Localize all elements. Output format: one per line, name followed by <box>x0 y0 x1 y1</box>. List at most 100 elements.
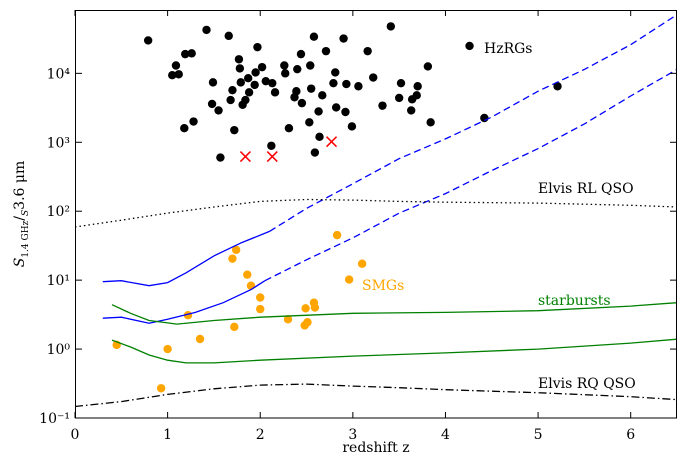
dot <box>341 107 350 117</box>
x-tick-label: 6 <box>626 427 635 443</box>
curve <box>269 14 677 232</box>
curve <box>111 338 677 364</box>
dot <box>195 334 205 344</box>
dot <box>310 303 320 312</box>
x-tick-label: 5 <box>534 427 543 443</box>
dot <box>423 62 433 71</box>
y-label-part: 3.6 μm <box>12 161 28 210</box>
dot <box>243 270 252 279</box>
dot <box>394 93 404 103</box>
dot <box>238 100 247 109</box>
dot <box>270 88 280 97</box>
dot <box>280 61 289 70</box>
y-label-part: / <box>12 216 28 221</box>
dot <box>332 230 342 240</box>
dot <box>171 61 181 70</box>
dot <box>230 322 239 332</box>
curve <box>75 383 677 408</box>
x-tick-label: 1 <box>163 427 172 443</box>
dot <box>406 106 416 115</box>
x-axis-label: redshift z <box>342 440 409 456</box>
x-tick-label: 0 <box>71 427 80 443</box>
curve <box>75 198 677 228</box>
dot <box>310 148 320 157</box>
dot <box>347 122 357 131</box>
dot <box>306 84 316 93</box>
dot <box>339 34 348 43</box>
dot <box>268 78 277 88</box>
dot <box>253 42 262 52</box>
dot <box>251 68 260 77</box>
annotation: HzRGs <box>484 41 533 57</box>
cross-point <box>266 151 278 163</box>
dot <box>480 113 489 123</box>
dot <box>293 64 302 74</box>
dot <box>156 384 166 393</box>
y-label-part: 1.4 GHz <box>21 220 31 257</box>
dot <box>369 73 378 82</box>
dot <box>230 125 239 135</box>
plot-area <box>75 14 677 408</box>
y-tick-label: 10² <box>47 204 70 220</box>
dot <box>228 254 237 263</box>
plot-frame <box>75 10 677 419</box>
dot <box>214 106 223 115</box>
dot <box>231 245 241 255</box>
dot <box>378 101 387 110</box>
dot <box>331 68 340 77</box>
dot <box>208 78 218 87</box>
dot <box>246 281 256 290</box>
y-tick-label: 10¹ <box>47 273 70 289</box>
dot <box>342 79 351 89</box>
dot <box>236 78 245 87</box>
dot <box>180 124 189 133</box>
dot <box>168 71 177 80</box>
y-axis-label: S1.4 GHz/S3.6 μm <box>12 161 31 268</box>
y-tick-label: 10³ <box>47 135 70 151</box>
dot <box>207 99 217 109</box>
dot <box>354 82 363 91</box>
dot <box>267 141 276 150</box>
dot <box>256 293 265 302</box>
dot <box>301 304 310 313</box>
dot <box>187 49 196 58</box>
dot <box>413 82 422 91</box>
dot <box>261 76 270 86</box>
dot <box>309 32 319 41</box>
dot <box>553 82 562 91</box>
annotation: SMGs <box>362 278 404 294</box>
dot <box>465 41 474 51</box>
dot <box>321 46 331 56</box>
dot <box>363 46 372 56</box>
y-label-part: S <box>12 258 28 268</box>
dot <box>244 88 254 97</box>
dot <box>181 49 190 59</box>
dot <box>284 124 294 133</box>
dot <box>216 153 225 162</box>
dot <box>318 91 327 100</box>
x-tick-label: 4 <box>441 427 450 443</box>
dot <box>228 85 237 95</box>
dot <box>250 80 259 90</box>
dot <box>305 118 314 127</box>
curve <box>102 280 266 324</box>
annotation: Elvis RQ QSO <box>538 376 636 392</box>
dot <box>331 103 341 112</box>
dot <box>296 49 306 59</box>
dot <box>256 304 265 314</box>
dot <box>344 275 354 284</box>
dot <box>281 69 290 78</box>
dot <box>189 117 198 126</box>
y-tick-label: 10⁰ <box>47 342 71 358</box>
y-label-part: S <box>21 210 31 216</box>
curve <box>111 302 677 325</box>
dot <box>235 64 245 73</box>
curve <box>102 230 270 287</box>
dot <box>315 132 324 142</box>
dot <box>300 321 309 330</box>
cross-point <box>239 151 251 163</box>
dot <box>396 78 406 88</box>
y-tick-label: 10⁴ <box>47 66 71 82</box>
